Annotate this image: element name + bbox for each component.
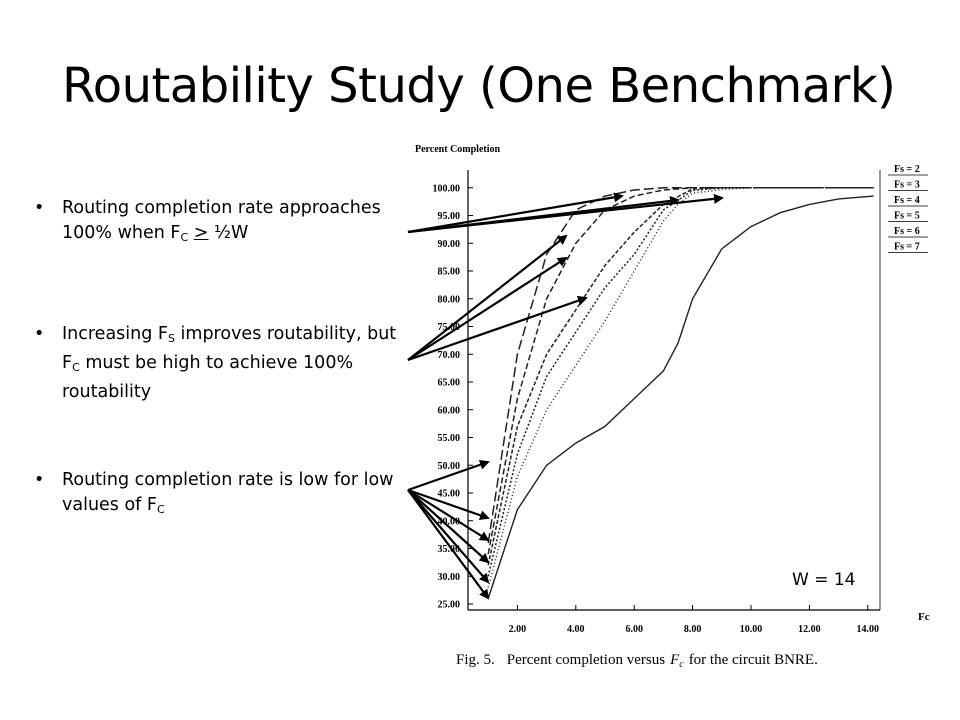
plot-frame <box>467 170 881 611</box>
series-line-fs3 <box>487 187 874 588</box>
y-tick-label: 60.00 <box>438 405 461 416</box>
legend-entry: Fs = 5 <box>894 211 920 222</box>
y-tick-label: 95.00 <box>438 211 461 222</box>
annotation-arrow <box>407 459 490 492</box>
x-tick-label: 10.00 <box>740 624 763 635</box>
y-tick-label: 65.00 <box>438 378 461 389</box>
annotation-arrows <box>407 192 724 600</box>
annotation-arrow <box>407 256 568 361</box>
legend-entry: Fs = 2 <box>894 164 920 175</box>
x-tick-label: 6.00 <box>625 624 643 635</box>
annotation-arrow <box>407 489 490 542</box>
series-line-fs2 <box>487 195 874 599</box>
legend-entry: Fs = 6 <box>894 226 920 237</box>
y-tick-label: 30.00 <box>438 572 461 583</box>
bullet-dot-icon: • <box>34 470 45 490</box>
x-tick-label: 14.00 <box>857 624 880 635</box>
y-tick-label: 90.00 <box>438 239 461 250</box>
y-tick-label: 100.00 <box>433 183 461 194</box>
bullet-dot-icon: • <box>34 198 45 218</box>
x-tick-label: 2.00 <box>509 624 527 635</box>
x-tick-label: 4.00 <box>567 624 585 635</box>
y-tick-label: 45.00 <box>438 489 461 500</box>
y-tick-label: 25.00 <box>438 600 461 611</box>
series-line-fs7 <box>487 187 874 544</box>
annotation-arrow <box>407 489 490 600</box>
annotation-arrow <box>407 489 490 584</box>
slide-title: Routability Study (One Benchmark) <box>62 58 896 114</box>
y-tick-label: 35.00 <box>438 544 461 555</box>
bullet-dot-icon: • <box>34 324 45 344</box>
annotation-arrow <box>407 193 724 234</box>
annotation-arrow <box>407 234 568 361</box>
chart-title: Percent Completion <box>415 144 501 155</box>
y-tick-label: 70.00 <box>438 350 461 361</box>
annotation-arrow <box>407 488 490 521</box>
y-tick-label: 55.00 <box>438 433 461 444</box>
x-tick-label: 8.00 <box>684 624 702 635</box>
legend-entry: Fs = 7 <box>894 242 920 253</box>
y-tick-label: 85.00 <box>438 267 461 278</box>
x-tick-label: 12.00 <box>798 624 821 635</box>
figure-caption: Fig. 5. Percent completion versus Fc for th… <box>456 652 818 670</box>
y-tick-label: 40.00 <box>438 516 461 527</box>
bullet-text: Increasing FS improves routability, but … <box>62 324 397 402</box>
legend-entry: Fs = 3 <box>894 180 920 191</box>
annotation-arrow <box>407 295 588 362</box>
bullet-text: Routing completion rate approaches 100% … <box>62 198 381 244</box>
y-tick-label: 80.00 <box>438 294 461 305</box>
legend-entry: Fs = 4 <box>894 195 920 206</box>
bullet-text: Routing completion rate is low for low v… <box>62 470 394 516</box>
x-axis-label: Fc <box>918 611 930 623</box>
series-line-fs4 <box>487 187 874 577</box>
w-label: W = 14 <box>792 570 856 590</box>
annotation-arrow <box>407 192 624 234</box>
annotation-arrow <box>407 489 490 564</box>
y-tick-label: 50.00 <box>438 461 461 472</box>
series-line-fs6 <box>487 187 874 555</box>
